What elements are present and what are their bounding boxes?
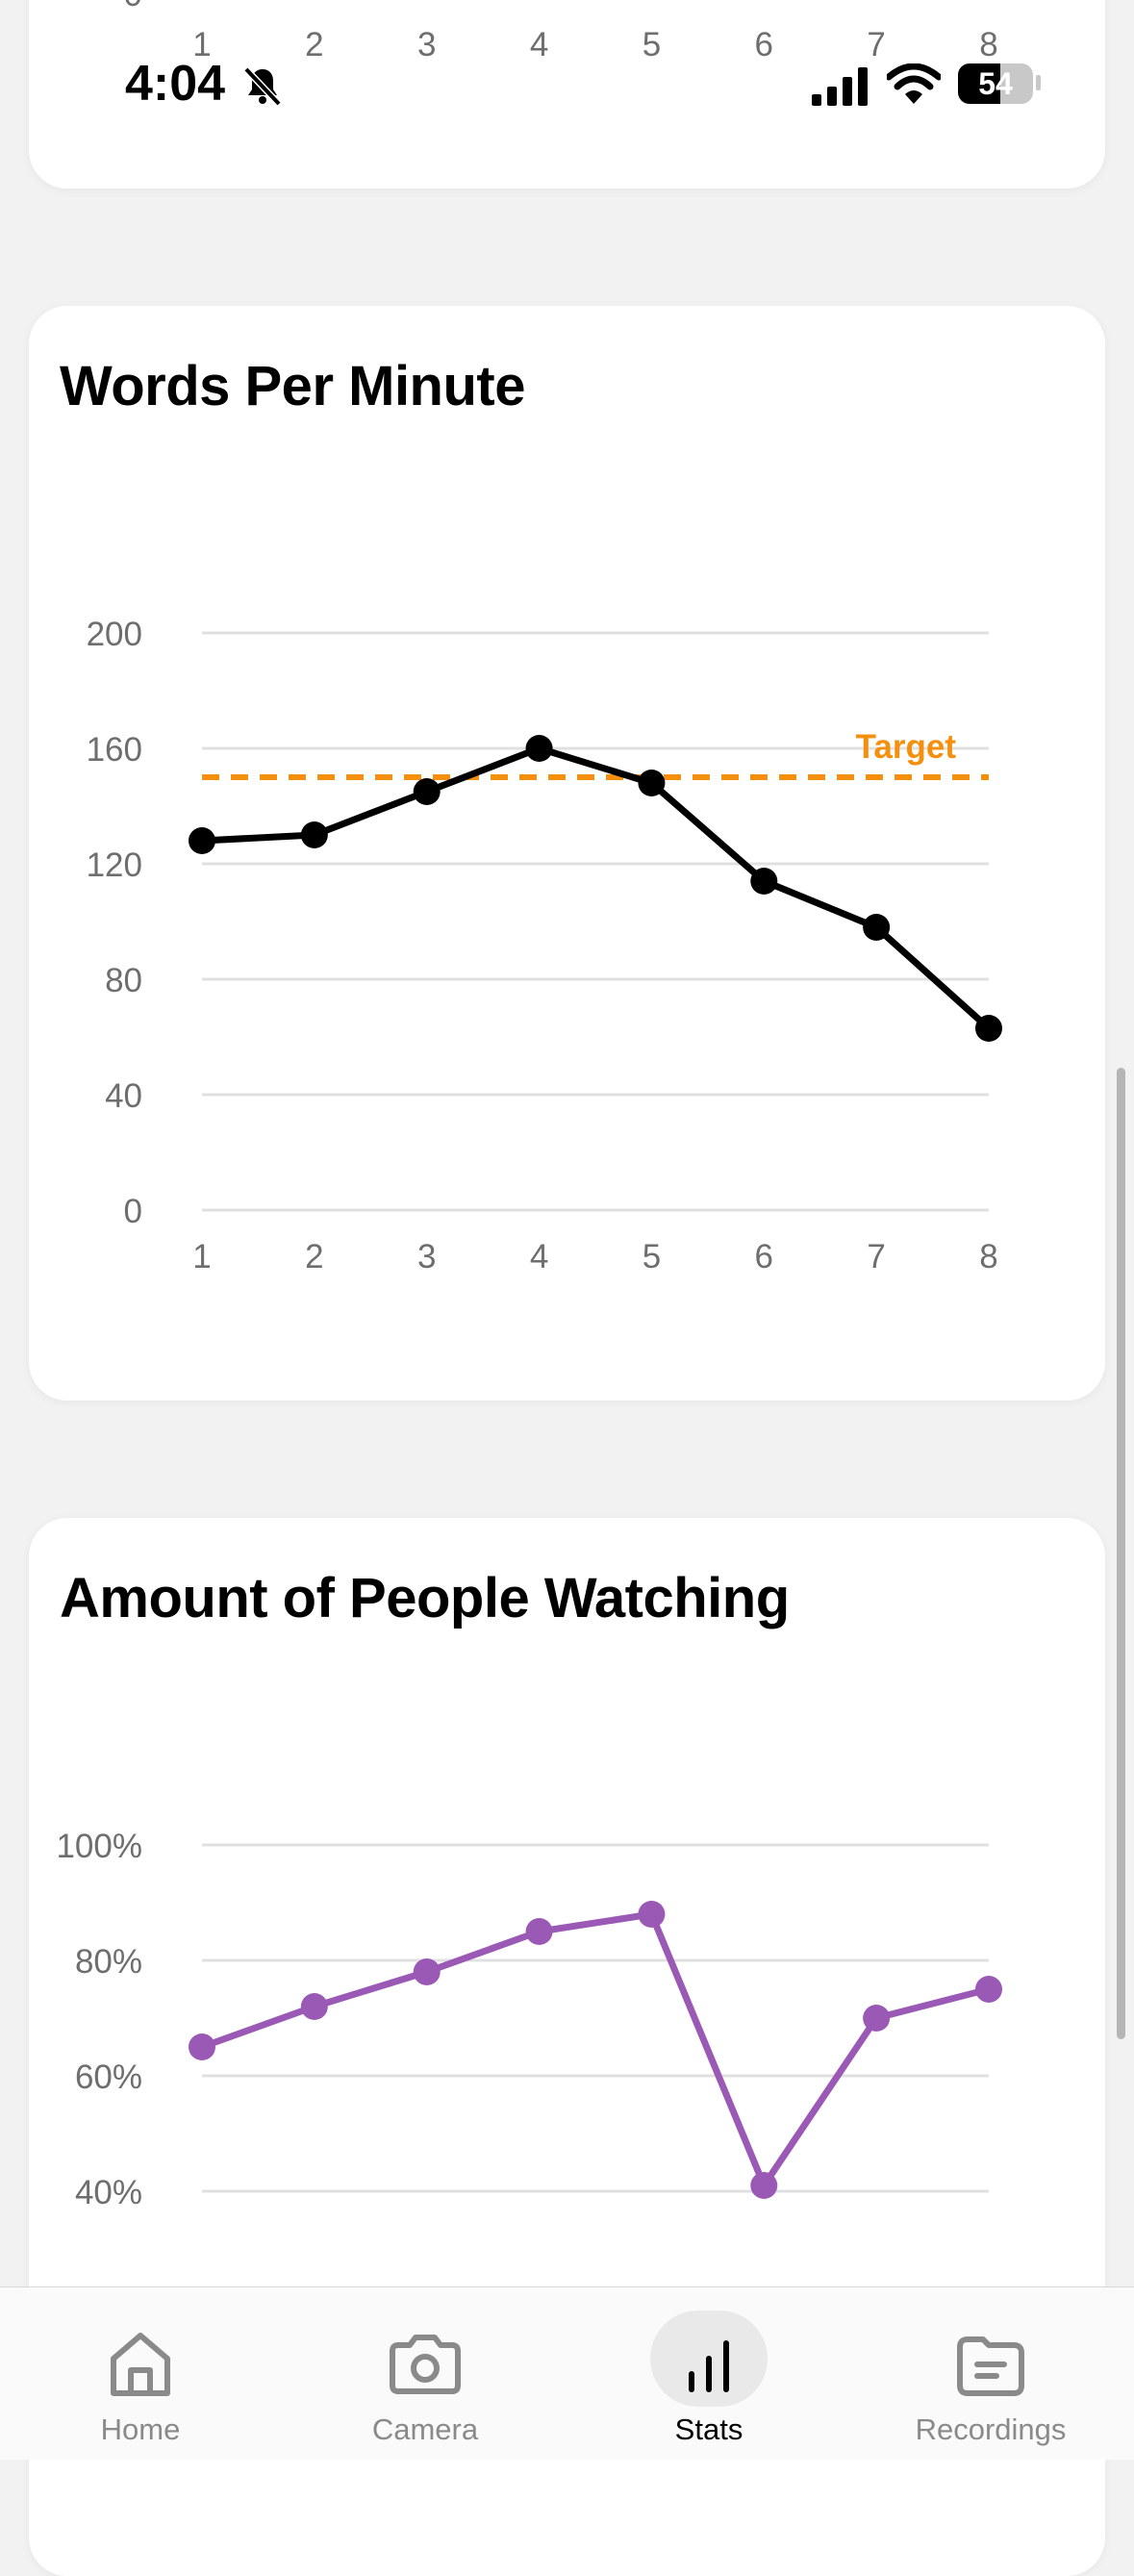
x-tick-label: 7 <box>867 1238 885 1275</box>
x-tick-label: 8 <box>979 1238 997 1275</box>
data-point <box>413 778 441 805</box>
data-point <box>975 1976 1002 2003</box>
tab-home[interactable]: Home <box>25 2287 256 2460</box>
data-point <box>975 1015 1002 1042</box>
data-point <box>638 1901 666 1928</box>
y-tick-label: 40% <box>75 2174 142 2211</box>
tab-stats-label: Stats <box>674 2412 743 2446</box>
data-point <box>638 770 666 796</box>
data-point <box>189 827 215 854</box>
y-tick-label: 40 <box>105 1077 142 1115</box>
x-tick-label: 6 <box>755 26 773 63</box>
people-chart-title: Amount of People Watching <box>60 1567 790 1629</box>
y-tick-label: 0 <box>124 1193 142 1230</box>
y-tick-label: 200 <box>87 616 142 653</box>
tab-bar: Home Camera Stats Recordings <box>0 2286 1134 2460</box>
x-tick-label: 3 <box>417 26 436 63</box>
data-point <box>413 1958 441 1985</box>
wpm-chart-title: Words Per Minute <box>60 355 525 417</box>
data-point <box>750 2172 778 2199</box>
x-tick-label: 3 <box>417 1238 436 1275</box>
tab-stats[interactable]: Stats <box>593 2287 824 2460</box>
tab-camera-label: Camera <box>371 2412 479 2446</box>
data-point <box>189 2033 215 2060</box>
previous-chart-card: 0 1 2 3 4 5 6 7 8 <box>29 0 1105 189</box>
x-tick-label: 7 <box>867 26 885 63</box>
home-icon <box>111 2333 170 2396</box>
x-tick-label: 1 <box>192 26 211 63</box>
data-point <box>863 914 891 941</box>
target-label: Target <box>856 728 957 766</box>
previous-chart: 0 1 2 3 4 5 6 7 8 <box>124 0 998 63</box>
x-tick-label: 5 <box>643 26 661 63</box>
people-chart: 40% 60% 80% 100% <box>56 1828 1002 2211</box>
wpm-chart: 0 40 80 120 160 200 1 2 3 4 5 6 7 8 Target <box>87 616 1002 1275</box>
wpm-series-line <box>201 745 992 1031</box>
x-tick-label: 5 <box>643 1238 661 1275</box>
data-point <box>300 821 328 848</box>
recordings-icon <box>957 2336 1024 2396</box>
tab-recordings[interactable]: Recordings <box>875 2287 1106 2460</box>
data-point <box>863 2005 891 2032</box>
y-tick-label: 80% <box>75 1943 142 1981</box>
x-tick-label: 6 <box>755 1238 773 1275</box>
y-tick-label: 160 <box>87 731 142 769</box>
x-tick-label: 2 <box>305 26 323 63</box>
x-tick-label: 4 <box>530 26 548 63</box>
tab-home-label: Home <box>100 2412 181 2446</box>
y-tick-label: 100% <box>56 1828 142 1865</box>
data-point <box>525 735 553 762</box>
x-tick-label: 8 <box>979 26 997 63</box>
y-tick-label: 0 <box>124 0 142 13</box>
x-tick-label: 1 <box>192 1238 211 1275</box>
y-tick-label: 120 <box>87 846 142 884</box>
wpm-chart-card: Words Per Minute 0 40 80 120 160 200 1 2 3 4 5 6 7 8 T… <box>29 306 1105 1401</box>
x-tick-label: 2 <box>305 1238 323 1275</box>
camera-icon <box>390 2335 461 2394</box>
data-point <box>300 1993 328 2020</box>
y-tick-label: 80 <box>105 962 142 999</box>
data-point <box>525 1918 553 1945</box>
tab-camera[interactable]: Camera <box>310 2287 541 2460</box>
scrollbar[interactable] <box>1117 1068 1125 2039</box>
stats-icon <box>689 2340 729 2392</box>
tab-recordings-label: Recordings <box>915 2412 1067 2446</box>
data-point <box>750 868 778 895</box>
people-series-line <box>200 1910 990 2189</box>
y-tick-label: 60% <box>75 2058 142 2096</box>
x-tick-label: 4 <box>530 1238 548 1275</box>
